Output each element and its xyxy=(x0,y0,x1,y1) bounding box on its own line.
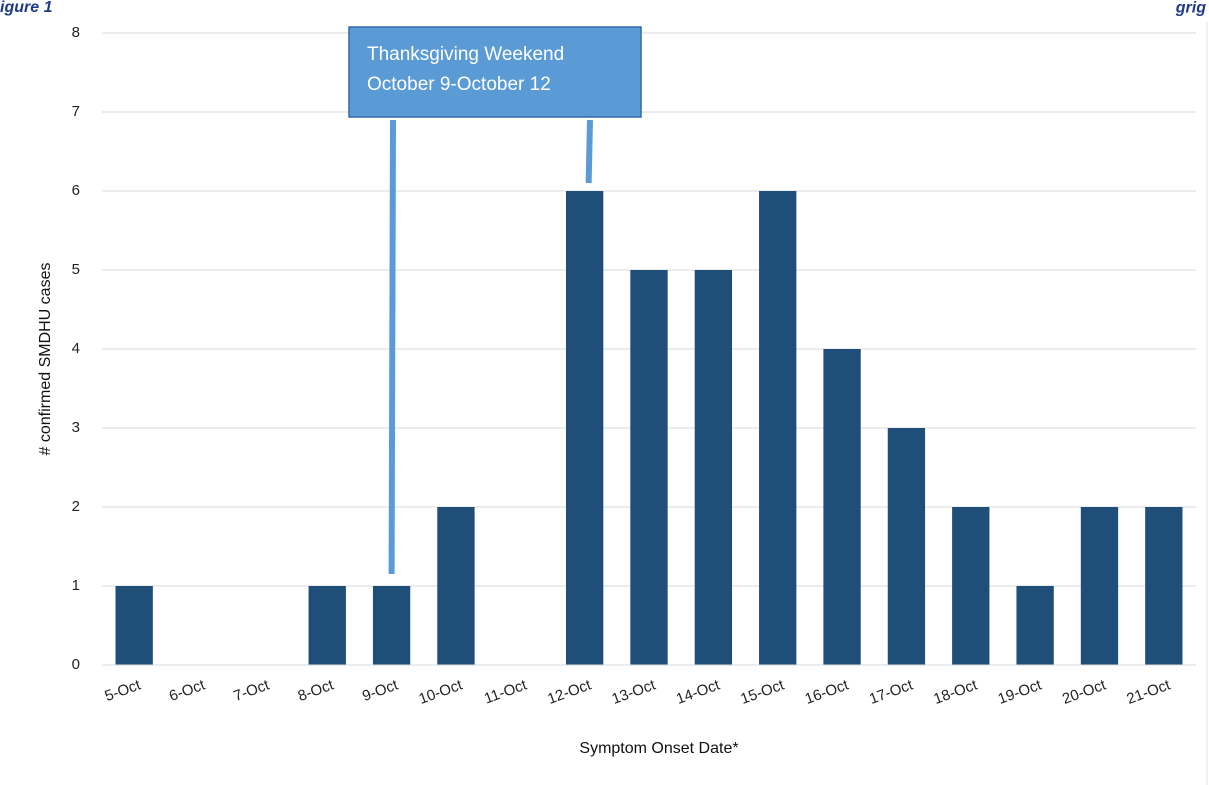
x-tick-label: 20-Oct xyxy=(1060,676,1109,708)
x-tick-label: 9-Oct xyxy=(360,676,401,705)
y-axis-title: # confirmed SMDHU cases xyxy=(37,263,54,456)
y-tick-label: 3 xyxy=(72,419,80,436)
y-tick-label: 1 xyxy=(72,577,80,594)
figure-caption-right: grig xyxy=(1175,0,1206,16)
y-tick-label: 6 xyxy=(72,182,80,199)
x-tick-label: 14-Oct xyxy=(674,676,723,708)
x-tick-label: 15-Oct xyxy=(738,676,787,708)
y-tick-label: 0 xyxy=(72,656,80,673)
bar xyxy=(1145,507,1183,665)
bar xyxy=(823,349,861,665)
callout-pointer-line xyxy=(585,119,593,184)
bar xyxy=(115,586,153,665)
x-axis-ticks: 5-Oct 6-Oct 7-Oct 8-Oct 9-Oct 10-Oct 11-Oct 12-… xyxy=(103,676,1174,708)
bar xyxy=(630,270,668,665)
x-tick-label: 13-Oct xyxy=(610,676,659,708)
callout-text-line-1: Thanksgiving Weekend xyxy=(367,44,564,65)
thanksgiving-annotation: Thanksgiving Weekend October 9-October 1… xyxy=(348,26,642,575)
y-tick-label: 2 xyxy=(72,498,80,515)
callout-text-line-2: October 9-October 12 xyxy=(367,74,551,95)
bar xyxy=(437,507,475,665)
x-tick-label: 11-Oct xyxy=(482,676,530,707)
x-tick-label: 21-Oct xyxy=(1124,676,1173,708)
x-tick-label: 17-Oct xyxy=(867,676,916,708)
bar xyxy=(887,428,926,665)
callout-pointer-line xyxy=(388,119,396,575)
bar xyxy=(1016,586,1054,665)
bar xyxy=(308,586,346,665)
figure-caption-left: igure 1 xyxy=(0,0,53,16)
x-axis-title: Symptom Onset Date* xyxy=(579,740,738,757)
x-tick-label: 7-Oct xyxy=(231,676,272,705)
x-tick-label: 10-Oct xyxy=(417,676,466,708)
y-tick-label: 5 xyxy=(72,261,80,278)
bar xyxy=(1080,507,1119,665)
bars xyxy=(115,191,1183,665)
y-tick-label: 4 xyxy=(72,340,80,357)
x-tick-label: 8-Oct xyxy=(296,676,337,705)
x-tick-label: 19-Oct xyxy=(996,676,1045,708)
bar xyxy=(372,586,411,665)
x-tick-label: 18-Oct xyxy=(931,676,980,708)
bar xyxy=(952,507,990,665)
x-tick-label: 16-Oct xyxy=(803,676,852,708)
x-tick-label: 12-Oct xyxy=(545,676,594,708)
x-tick-label: 5-Oct xyxy=(103,676,144,705)
bar xyxy=(759,191,797,665)
y-axis-ticks: 0 1 2 3 4 5 6 7 8 xyxy=(72,24,80,673)
callout-box xyxy=(348,26,642,118)
y-tick-label: 7 xyxy=(72,103,80,120)
bar xyxy=(565,191,604,665)
x-tick-label: 6-Oct xyxy=(167,676,208,705)
bar xyxy=(694,270,733,665)
y-tick-label: 8 xyxy=(72,24,80,41)
